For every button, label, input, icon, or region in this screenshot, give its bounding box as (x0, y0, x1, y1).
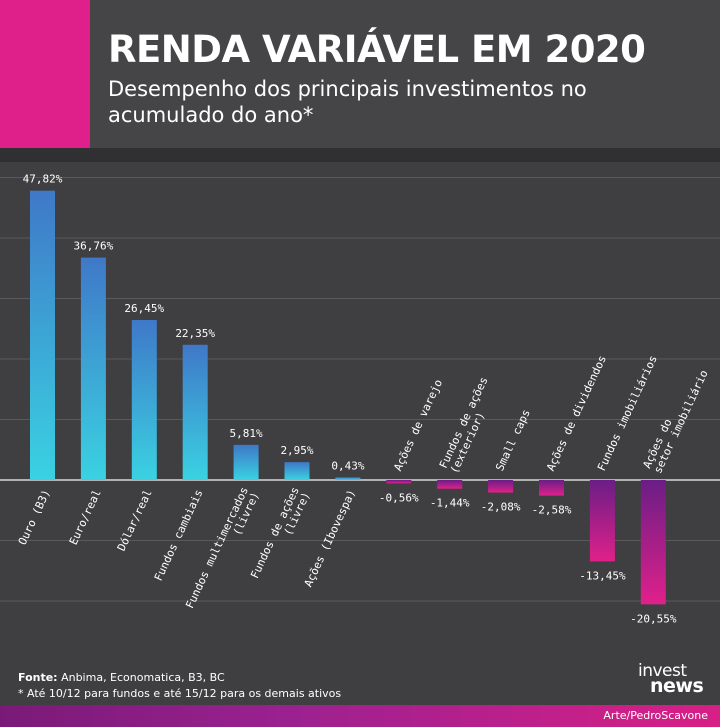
bar (233, 444, 259, 480)
bar (284, 462, 310, 480)
value-label: 2,95% (280, 444, 313, 457)
source-line: Fonte: Anbima, Economatica, B3, BC (18, 671, 225, 684)
bar (131, 319, 157, 480)
accent-bar (0, 0, 90, 148)
bar (589, 480, 615, 562)
value-label: 26,45% (124, 302, 164, 315)
category-label: Ações (Ibovespa) (302, 487, 359, 589)
value-label: 0,43% (331, 459, 364, 472)
category-label-line: Ações (Ibovespa) (302, 487, 359, 589)
credit: Arte/PedroScavone (603, 709, 708, 722)
category-label-line: Ouro (B3) (16, 487, 53, 547)
value-label: -20,55% (630, 612, 677, 625)
value-label: -2,08% (481, 501, 521, 514)
header-panel (0, 0, 720, 148)
footnote: * Até 10/12 para fundos e até 15/12 para… (18, 687, 342, 700)
value-label: 5,81% (230, 427, 263, 440)
chart-title: RENDA VARIÁVEL EM 2020 (108, 28, 646, 71)
category-label-line: Ações de dividendos (544, 353, 609, 473)
category-label-line: Ações de varejo (391, 377, 445, 473)
category-label: Ações de dividendos (544, 353, 609, 473)
category-label-line: Euro/real (67, 487, 104, 547)
bar (539, 480, 564, 496)
source-label: Fonte: (18, 671, 58, 684)
category-label: Dólar/real (115, 487, 155, 553)
value-label: -0,56% (379, 491, 419, 504)
category-label: Fundos de ações(exterior) (437, 375, 491, 476)
bar (335, 477, 361, 480)
value-label: -2,58% (532, 504, 572, 517)
category-label-line: Fundos cambiais (152, 487, 206, 583)
value-label: 22,35% (175, 327, 215, 340)
bar (488, 480, 514, 493)
bar (437, 480, 463, 489)
bar (640, 480, 666, 605)
category-label: Small caps (493, 407, 533, 473)
source-text: Anbima, Economatica, B3, BC (57, 671, 225, 684)
value-label: -13,45% (579, 569, 626, 582)
value-label: -1,44% (430, 497, 470, 510)
category-label: Ações de varejo (391, 377, 445, 473)
category-label-line: Small caps (493, 407, 533, 473)
bar (386, 480, 412, 484)
logo-top-text: invest (638, 661, 687, 681)
investnews-logo: invest news (638, 661, 718, 697)
header-divider (0, 148, 720, 162)
footer-bar: Arte/PedroScavone (0, 705, 720, 727)
bar (182, 344, 208, 480)
bar (80, 257, 106, 480)
category-label: Fundos cambiais (152, 487, 206, 583)
category-label: Ouro (B3) (16, 487, 53, 547)
bar (30, 190, 55, 480)
value-label: 36,76% (74, 240, 114, 253)
logo-bottom-text: news (650, 675, 704, 697)
category-label: Euro/real (67, 487, 104, 547)
category-label-line: Dólar/real (115, 487, 155, 553)
chart-subtitle: Desempenho dos principais investimentos … (108, 77, 587, 127)
value-label: 47,82% (23, 173, 63, 186)
